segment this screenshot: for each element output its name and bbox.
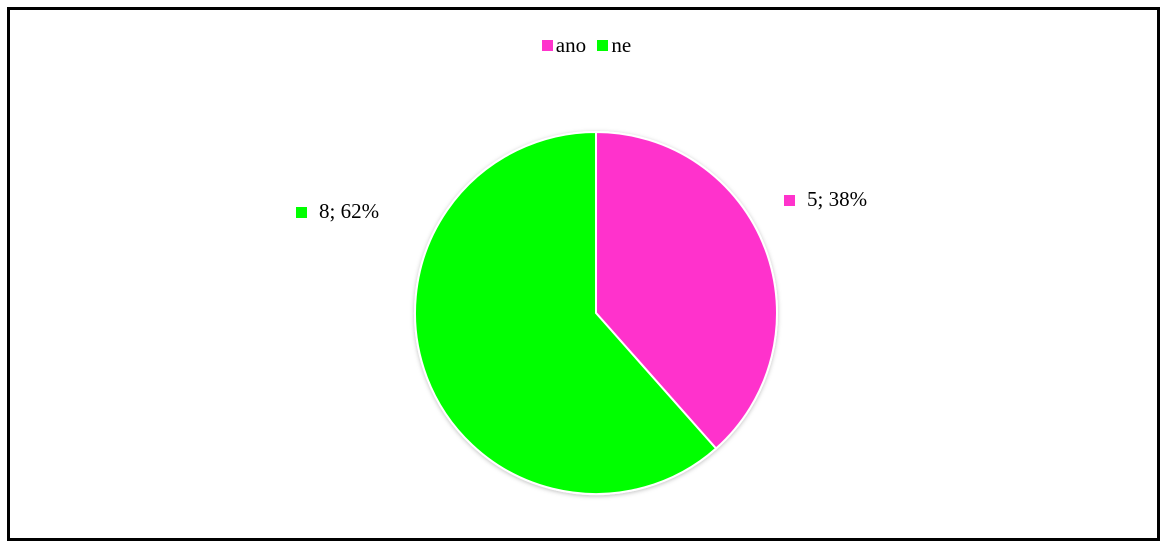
data-label-ano: 5; 38% xyxy=(807,187,867,211)
data-label-ne: 8; 62% xyxy=(319,199,379,223)
data-label-swatch-ano xyxy=(784,195,795,206)
data-label-swatch-ne xyxy=(296,207,307,218)
